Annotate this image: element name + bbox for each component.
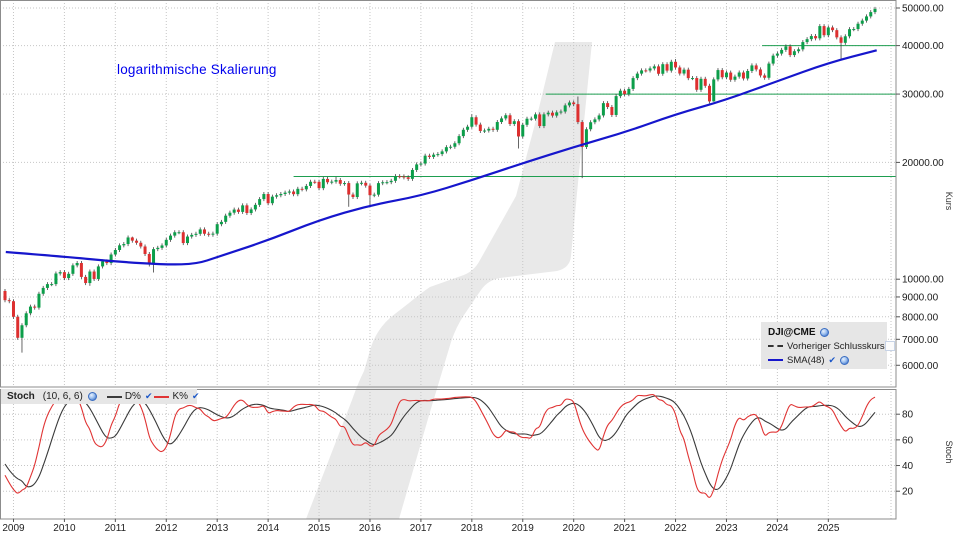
svg-text:40: 40 (902, 461, 914, 472)
svg-text:2011: 2011 (105, 523, 127, 534)
stoch-panel-header: Stoch (10, 6, 6) D% ✔ K% ✔ (1, 389, 200, 404)
svg-text:50000.00: 50000.00 (902, 4, 944, 15)
svg-text:40000.00: 40000.00 (902, 41, 944, 52)
svg-text:10000.00: 10000.00 (902, 275, 944, 286)
candles-layer (3, 6, 877, 353)
stoch-d-line (4, 395, 876, 490)
globe-icon[interactable] (840, 355, 850, 365)
log-scale-annotation: logarithmische Skalierung (117, 62, 277, 77)
k-line-marker-icon (154, 395, 170, 398)
d-series-label: D% (124, 391, 141, 402)
legend-item-sma[interactable]: SMA(48) ✔ (768, 353, 880, 367)
gridlines (0, 0, 896, 519)
svg-text:6000.00: 6000.00 (902, 361, 939, 372)
checkbox-checked[interactable]: ✔ (192, 391, 200, 401)
sma-line-marker-icon (768, 359, 783, 361)
sma-line (5, 49, 877, 266)
checkbox-checked[interactable]: ✔ (828, 354, 837, 365)
svg-text:2010: 2010 (53, 523, 76, 534)
svg-text:30000.00: 30000.00 (902, 90, 944, 101)
svg-text:2013: 2013 (206, 523, 229, 534)
svg-text:20: 20 (902, 487, 914, 498)
stoch-panel-border (0, 389, 897, 520)
legend-symbol-row[interactable]: DJI@CME (768, 325, 880, 339)
dashed-line-marker-icon (768, 345, 783, 347)
svg-text:2025: 2025 (817, 523, 840, 534)
stoch-k-line (4, 394, 876, 498)
indicator-params: (10, 6, 6) (42, 391, 83, 402)
svg-text:2012: 2012 (155, 523, 178, 534)
svg-text:2023: 2023 (715, 523, 738, 534)
svg-text:2016: 2016 (359, 523, 382, 534)
svg-text:8000.00: 8000.00 (902, 312, 939, 323)
svg-text:80: 80 (902, 410, 914, 421)
svg-text:9000.00: 9000.00 (902, 292, 939, 303)
globe-icon[interactable] (87, 392, 97, 401)
d-line-marker-icon (106, 395, 122, 398)
svg-text:2021: 2021 (613, 523, 636, 534)
price-panel-border (0, 0, 897, 388)
price-axis-title: Kurs (944, 192, 954, 211)
checkbox-checked[interactable]: ✔ (144, 391, 153, 401)
svg-text:60: 60 (902, 435, 914, 446)
svg-text:2024: 2024 (766, 523, 789, 534)
legend-item-prev-close[interactable]: Vorheriger Schlusskurs (768, 339, 895, 353)
svg-text:2015: 2015 (308, 523, 331, 534)
svg-text:2019: 2019 (512, 523, 535, 534)
stoch-axis-title: Stoch (944, 440, 954, 463)
k-series-label: K% (172, 391, 189, 402)
svg-text:2014: 2014 (257, 523, 280, 534)
svg-text:20000.00: 20000.00 (902, 158, 944, 169)
legend-item-label: Vorheriger Schlusskurs (787, 340, 885, 352)
svg-text:2017: 2017 (410, 523, 433, 534)
indicator-name: Stoch (7, 391, 35, 402)
watermark-logo (306, 42, 592, 519)
legend-box: DJI@CME Vorheriger Schlusskurs SMA(48) ✔ (761, 322, 895, 369)
svg-text:2018: 2018 (461, 523, 484, 534)
horizontal-level-lines (293, 45, 896, 177)
legend-symbol: DJI@CME (768, 326, 816, 338)
svg-text:7000.00: 7000.00 (902, 335, 939, 346)
globe-icon[interactable] (819, 327, 829, 337)
legend-item-label: SMA(48) (787, 354, 825, 366)
axis-labels: 50000.00 40000.00 30000.00 20000.00 10000.00… (2, 4, 954, 535)
svg-text:2022: 2022 (664, 523, 687, 534)
stoch-layer (4, 394, 876, 498)
svg-text:2020: 2020 (563, 523, 586, 534)
checkbox-unchecked[interactable] (884, 341, 895, 351)
svg-text:2009: 2009 (2, 523, 25, 534)
